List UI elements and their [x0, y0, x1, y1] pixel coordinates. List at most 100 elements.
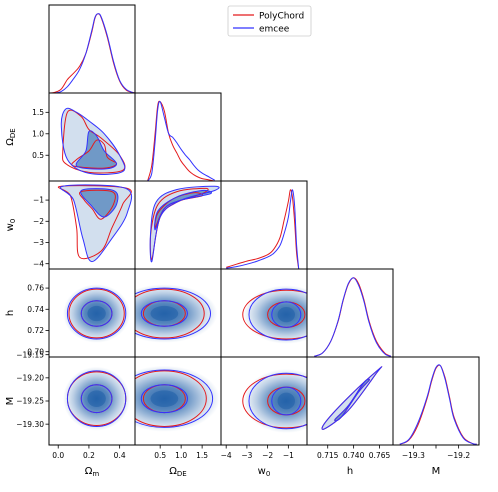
- x-tick-label: −19.3: [402, 451, 425, 460]
- y-tick-label: −1: [33, 196, 44, 205]
- contour-emcee_68: [140, 384, 188, 414]
- x-tick-label: 1.5: [196, 451, 208, 460]
- density-core: [277, 306, 295, 323]
- x-tick-label: 0.765: [369, 451, 391, 460]
- panel-content: [149, 185, 220, 263]
- x-axis-label: w0: [258, 466, 271, 478]
- y-axis-label-sub: DE: [9, 128, 17, 138]
- panel-frame: [392, 356, 480, 446]
- marginal-line-emcee: [399, 364, 477, 445]
- x-axis-label-main: w: [258, 466, 266, 477]
- contour-emcee_95: [321, 366, 383, 430]
- panel-3-3: [306, 268, 394, 358]
- panel-content: [399, 364, 477, 445]
- panel-4-3: 0.715 0.740 0.765 h: [306, 356, 394, 477]
- y-tick-label: 1.0: [32, 129, 44, 138]
- panel-2-0: −4 −3 −2 −1 w0: [5, 180, 136, 270]
- contour-polychord_68: [79, 189, 116, 220]
- contour-polychord_95: [242, 373, 307, 429]
- x-tick-label: −3: [241, 451, 252, 460]
- y-tick-label: −19.25: [16, 397, 44, 406]
- y-tick-label: −19.15: [16, 350, 44, 359]
- contour-polychord_95: [135, 370, 207, 427]
- y-axis-label: h: [5, 310, 16, 316]
- panel-3-2: [220, 268, 308, 358]
- x-tick-label: 0.0: [52, 451, 64, 460]
- y-axis-label-main: h: [5, 310, 16, 316]
- panel-content: [314, 277, 392, 357]
- marginal-line-emcee: [314, 277, 392, 357]
- panel-content: [147, 100, 215, 181]
- contour-emcee_95: [66, 287, 127, 340]
- panel-content: [242, 369, 307, 433]
- panel-frame: [306, 268, 394, 358]
- marginal-line-polychord: [399, 364, 477, 445]
- contour-emcee_95: [135, 369, 214, 428]
- contour-emcee_68: [80, 384, 113, 414]
- panel-content: [135, 365, 220, 432]
- contour-emcee_95: [248, 288, 307, 341]
- panel-content: [242, 285, 307, 344]
- y-axis-label: M: [5, 397, 16, 406]
- panel-content: [49, 13, 135, 93]
- density-fill: [243, 369, 307, 433]
- legend-label-emcee: emcee: [259, 25, 290, 35]
- y-axis-label-main: Ω: [5, 138, 16, 146]
- panel-1-1: [134, 92, 222, 182]
- contour-polychord_95: [57, 185, 132, 260]
- y-tick-label: 1.5: [32, 108, 44, 117]
- contour-emcee_68: [80, 300, 113, 327]
- x-axis-label-main: h: [347, 466, 353, 477]
- y-axis-label: w0: [5, 219, 17, 232]
- marginal-line-polychord: [147, 100, 215, 181]
- density-fill: [322, 366, 382, 430]
- contour-emcee_95: [59, 184, 133, 263]
- y-tick-label: 0.5: [32, 151, 44, 160]
- y-axis-label-main: M: [5, 397, 16, 406]
- y-tick-label: −19.20: [16, 373, 44, 382]
- contour-emcee_68: [271, 386, 302, 416]
- panel-frame: [48, 4, 136, 94]
- density-core: [76, 130, 117, 170]
- x-axis-label-sub: m: [92, 470, 99, 478]
- panel-content: [135, 284, 218, 343]
- density-core: [150, 305, 179, 322]
- x-tick-label: 0.715: [317, 451, 339, 460]
- panel-frame: [134, 92, 222, 182]
- contour-polychord_95: [68, 288, 125, 339]
- y-tick-label: −19.30: [16, 420, 44, 429]
- contour-emcee_68: [75, 130, 118, 170]
- panel-content: [60, 107, 126, 175]
- x-tick-label: −2: [262, 451, 273, 460]
- x-tick-label: 1.0: [175, 451, 187, 460]
- panel-4-0: 0.0 0.2 0.4 Ωm −19.30 −19.25 −19.20 −19.15 M: [5, 350, 136, 478]
- contour-emcee_68: [140, 300, 188, 327]
- contour-emcee_68: [334, 378, 370, 422]
- density-core: [150, 390, 179, 408]
- panel-2-1: [134, 180, 222, 270]
- y-tick-label: −3: [33, 238, 44, 247]
- panel-frame: [220, 180, 308, 270]
- density-fill: [243, 285, 307, 344]
- panel-4-4: −19.3 −19.2 M: [392, 356, 480, 477]
- marginal-line-emcee: [226, 189, 300, 269]
- contour-emcee_95: [66, 370, 127, 427]
- y-tick-label: 0.70: [27, 347, 44, 356]
- contour-emcee_68: [80, 188, 119, 218]
- density-core: [80, 188, 118, 218]
- y-tick-label: 0.74: [27, 305, 44, 314]
- contour-emcee_95: [248, 372, 307, 430]
- y-tick-label: 0.72: [27, 326, 44, 335]
- x-axis-label: h: [347, 466, 353, 477]
- x-axis-label-main: Ω: [85, 466, 93, 477]
- contour-polychord_68: [71, 139, 118, 169]
- x-axis-label-sub: DE: [177, 470, 187, 478]
- x-tick-label: 0.2: [83, 451, 95, 460]
- legend: PolyChord emcee: [227, 5, 312, 37]
- contour-polychord_95: [135, 288, 205, 339]
- panel-content: [226, 189, 300, 269]
- legend-label-polychord: PolyChord: [259, 12, 304, 22]
- panel-content: [63, 366, 131, 431]
- x-axis-label-main: Ω: [169, 466, 177, 477]
